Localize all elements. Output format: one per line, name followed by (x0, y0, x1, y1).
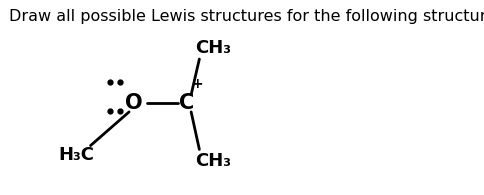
Text: CH₃: CH₃ (196, 152, 232, 170)
Text: CH₃: CH₃ (196, 39, 232, 57)
Text: C: C (179, 93, 195, 113)
Text: +: + (192, 77, 203, 91)
Text: O: O (124, 93, 142, 113)
Text: Draw all possible Lewis structures for the following structure.: Draw all possible Lewis structures for t… (9, 9, 484, 24)
Text: H₃C: H₃C (58, 146, 94, 164)
